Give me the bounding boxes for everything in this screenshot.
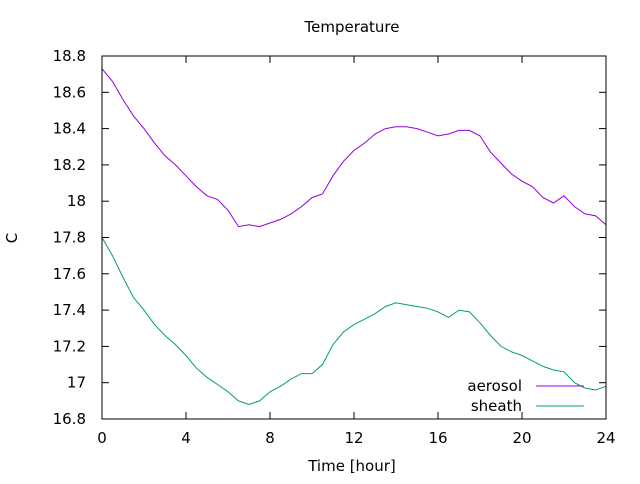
x-tick-label: 20 bbox=[512, 429, 531, 447]
y-tick-label: 17 bbox=[67, 374, 86, 392]
legend-label: sheath bbox=[471, 397, 522, 415]
legend: aerosol sheath bbox=[467, 377, 584, 415]
y-tick-label: 18.2 bbox=[53, 156, 86, 174]
x-tick-label: 24 bbox=[596, 429, 615, 447]
x-tick-label: 12 bbox=[344, 429, 363, 447]
y-tick-label: 17.8 bbox=[53, 229, 86, 247]
y-tick-label: 18.6 bbox=[53, 83, 86, 101]
y-tick-label: 17.4 bbox=[53, 301, 86, 319]
legend-label: aerosol bbox=[467, 377, 522, 395]
series-line-aerosol bbox=[101, 68, 607, 228]
chart-title: Temperature bbox=[303, 18, 399, 36]
x-tick-label: 0 bbox=[97, 429, 107, 447]
x-tick-label: 4 bbox=[181, 429, 191, 447]
series-line-sheath bbox=[101, 237, 607, 406]
axis-ticks: 0 4 8 12 16 20 24 16.8 17 17.2 17.4 17.6 17.8 18 18.2 1… bbox=[53, 47, 616, 447]
plot-frame bbox=[101, 55, 607, 420]
y-tick-label: 17.2 bbox=[53, 337, 86, 355]
x-tick-label: 16 bbox=[428, 429, 447, 447]
y-tick-label: 16.8 bbox=[53, 410, 86, 428]
y-tick-label: 18 bbox=[67, 192, 86, 210]
y-axis-label: C bbox=[3, 233, 21, 243]
y-tick-label: 17.6 bbox=[53, 265, 86, 283]
y-tick-label: 18.4 bbox=[53, 120, 86, 138]
series-layer bbox=[101, 68, 607, 406]
x-tick-label: 8 bbox=[265, 429, 275, 447]
y-tick-label: 18.8 bbox=[53, 47, 86, 65]
x-axis-label: Time [hour] bbox=[307, 457, 396, 475]
